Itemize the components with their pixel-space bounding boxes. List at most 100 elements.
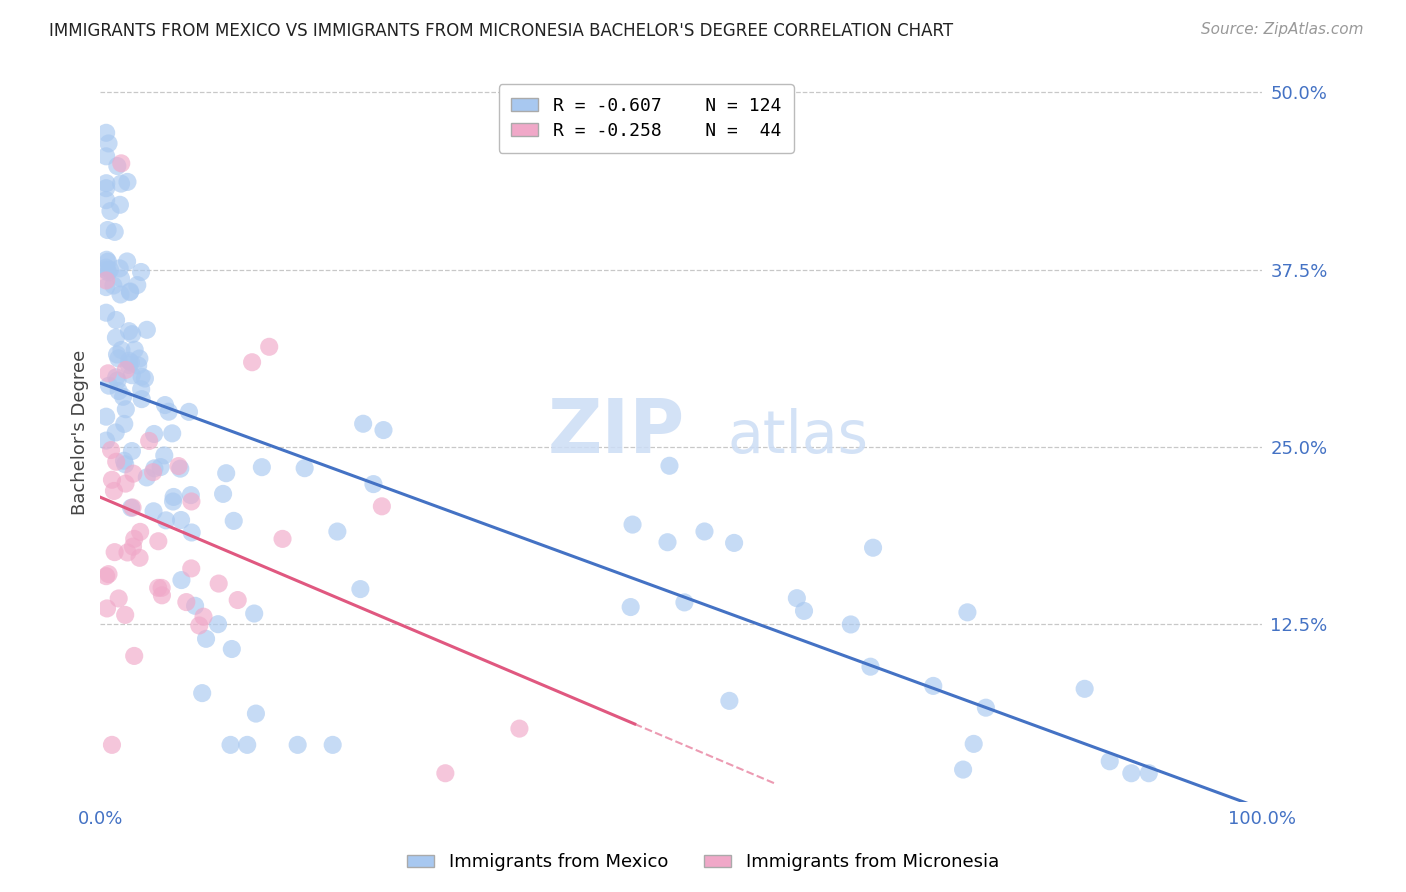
Point (862, 541, 884, 555)
Point (100, 443, 122, 458)
Point (118, 353, 141, 368)
Point (952, 763, 974, 777)
Point (177, 405, 200, 419)
Point (219, 738, 242, 752)
Point (131, 392, 153, 406)
Point (157, 405, 180, 419)
Point (658, 458, 681, 473)
Point (1137, 766, 1160, 780)
Point (114, 476, 136, 491)
Point (97, 223, 120, 237)
Point (104, 225, 127, 239)
Point (112, 417, 135, 431)
Point (195, 632, 218, 646)
Point (114, 363, 136, 377)
Point (108, 261, 131, 276)
Point (129, 382, 152, 396)
Point (207, 617, 229, 632)
Point (922, 679, 945, 693)
Point (114, 607, 136, 622)
Point (170, 573, 193, 587)
Point (128, 550, 150, 565)
Point (723, 536, 745, 550)
Point (122, 540, 145, 554)
Point (97, 265, 120, 279)
Point (620, 600, 643, 615)
Point (122, 532, 145, 546)
Point (963, 737, 986, 751)
Point (221, 642, 243, 657)
Point (96, 569, 118, 583)
Point (104, 330, 127, 344)
Point (97, 367, 120, 381)
Point (122, 648, 145, 663)
Point (97, 136, 120, 151)
Point (96, 273, 118, 287)
Point (371, 500, 394, 514)
Point (121, 327, 143, 342)
Point (104, 545, 127, 559)
Point (101, 473, 124, 487)
Point (96, 193, 118, 207)
Point (105, 370, 128, 384)
Point (117, 545, 139, 559)
Point (434, 766, 457, 780)
Point (160, 426, 183, 441)
Point (167, 459, 190, 474)
Point (112, 390, 135, 404)
Point (108, 198, 131, 212)
Point (257, 340, 280, 354)
Point (271, 532, 294, 546)
Point (114, 458, 136, 472)
Point (184, 599, 207, 613)
Point (105, 455, 128, 469)
Point (142, 504, 165, 518)
Point (193, 609, 215, 624)
Point (121, 444, 143, 458)
Point (97, 567, 120, 582)
Point (118, 285, 141, 299)
Point (245, 706, 267, 721)
Point (96, 181, 118, 195)
Point (352, 417, 374, 431)
Point (326, 524, 349, 539)
Point (115, 254, 138, 268)
Point (1098, 754, 1121, 768)
Point (143, 427, 166, 442)
Point (287, 738, 309, 752)
Point (96, 252, 118, 267)
Point (180, 525, 202, 540)
Point (129, 265, 152, 279)
Point (131, 369, 153, 384)
Point (322, 738, 344, 752)
Point (180, 561, 202, 575)
Point (176, 595, 198, 609)
Point (974, 700, 997, 714)
Point (373, 423, 395, 437)
Point (112, 454, 135, 468)
Point (508, 722, 530, 736)
Point (127, 278, 149, 293)
Point (127, 359, 149, 373)
Point (839, 617, 862, 632)
Point (96, 149, 118, 163)
Point (107, 374, 129, 388)
Point (222, 514, 245, 528)
Point (153, 449, 176, 463)
Point (122, 467, 145, 481)
Point (96, 260, 118, 275)
Point (180, 488, 202, 502)
Point (110, 177, 132, 191)
Y-axis label: Bachelor's Degree: Bachelor's Degree (72, 351, 89, 516)
Point (146, 581, 169, 595)
Point (143, 461, 166, 475)
Point (180, 494, 202, 508)
Point (188, 618, 211, 632)
Point (786, 591, 808, 606)
Point (118, 324, 141, 338)
Point (170, 513, 193, 527)
Point (97, 254, 120, 268)
Point (96, 409, 118, 424)
Text: Source: ZipAtlas.com: Source: ZipAtlas.com (1201, 22, 1364, 37)
Point (142, 465, 165, 479)
